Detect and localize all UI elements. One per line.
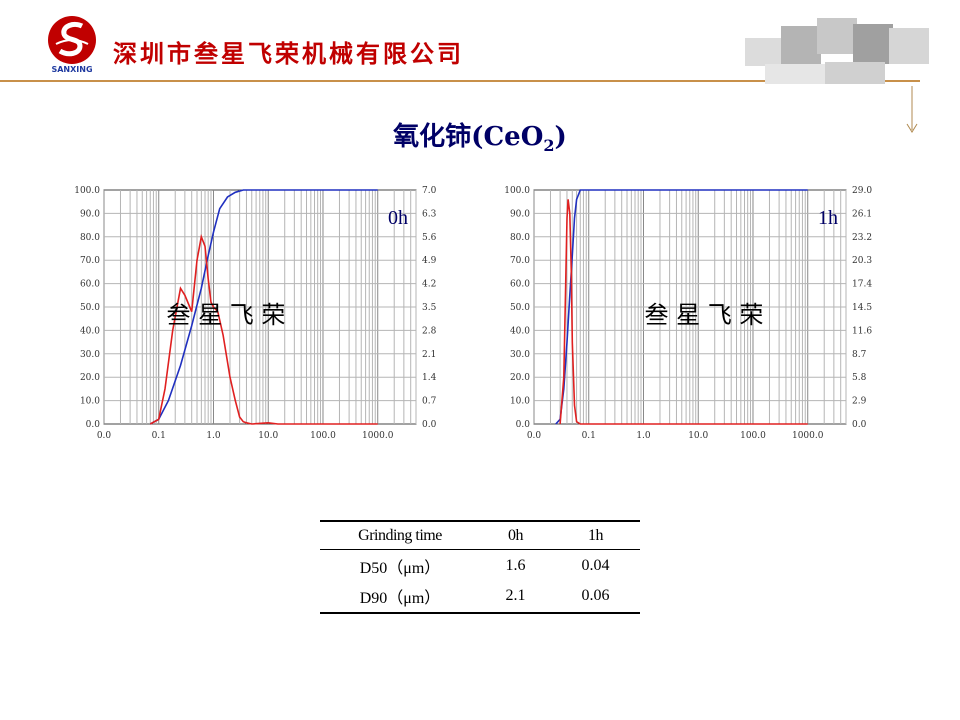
slide-title: 氧化铈(CeO2)	[393, 122, 567, 156]
y-tick-label-right: 8.7	[852, 350, 867, 360]
y-tick-label-right: 6.3	[422, 209, 437, 219]
y-tick-label-left: 70.0	[510, 256, 530, 266]
x-tick-label: 1000.0	[362, 431, 394, 441]
y-tick-label-right: 14.5	[852, 303, 872, 313]
grinding-time-label: 0h	[388, 207, 408, 229]
y-tick-label-left: 70.0	[80, 256, 100, 266]
y-tick-label-left: 100.0	[74, 186, 100, 196]
y-tick-label-left: 0.0	[516, 420, 531, 430]
x-tick-label: 10.0	[688, 431, 708, 441]
table-row: D50（μm） 1.6 0.04	[320, 550, 640, 581]
y-tick-label-left: 90.0	[80, 209, 100, 219]
y-tick-label-right: 2.8	[422, 326, 437, 336]
down-arrow-icon	[906, 86, 918, 133]
x-tick-label: 1.0	[636, 431, 651, 441]
y-tick-label-right: 20.3	[852, 256, 872, 266]
y-tick-label-left: 60.0	[510, 280, 530, 290]
distribution-curve	[559, 199, 808, 425]
x-tick-label: 0.1	[152, 431, 166, 441]
chart-0h: 100.0 90.0 80.0 70.0 60.0 50.0 40.0 30.0 20.0 10.…	[74, 186, 437, 441]
watermark-label: 叁 星 飞 荣	[167, 301, 286, 329]
y-tick-label-right: 5.6	[422, 233, 437, 243]
y-tick-label-left: 80.0	[80, 233, 100, 243]
table-cell: D90（μm）	[320, 580, 480, 614]
company-name: 深圳市叁星飞荣机械有限公司	[113, 39, 464, 68]
distribution-curve	[149, 233, 378, 425]
y-tick-label-right: 4.2	[422, 280, 436, 290]
y-tick-label-left: 20.0	[80, 373, 100, 383]
y-tick-label-left: 60.0	[80, 280, 100, 290]
y-tick-label-left: 0.0	[86, 420, 101, 430]
x-tick-label: 0.1	[582, 431, 596, 441]
y-tick-label-right: 5.8	[852, 373, 867, 383]
blurred-region	[745, 18, 935, 88]
watermark-label: 叁 星 飞 荣	[645, 301, 764, 329]
x-tick-label: 0.0	[527, 431, 542, 441]
x-tick-label: 100.0	[310, 431, 336, 441]
cumulative-curve	[149, 189, 378, 425]
page-header: SANXING 深圳市叁星飞荣机械有限公司	[0, 0, 960, 133]
y-tick-label-right: 2.9	[852, 397, 867, 407]
table-cell: 2.1	[480, 580, 552, 614]
table-cell: 0.06	[551, 580, 640, 614]
y-tick-label-right: 0.0	[422, 420, 437, 430]
y-tick-label-left: 10.0	[80, 397, 100, 407]
y-tick-label-right: 2.1	[422, 350, 436, 360]
y-tick-label-right: 17.4	[852, 280, 872, 290]
y-tick-label-left: 30.0	[510, 350, 530, 360]
column-header: 0h	[480, 520, 552, 550]
y-tick-label-right: 3.5	[422, 303, 437, 313]
x-tick-label: 0.0	[97, 431, 112, 441]
x-tick-label: 100.0	[740, 431, 766, 441]
y-tick-label-right: 7.0	[422, 186, 437, 196]
y-tick-label-left: 100.0	[504, 186, 530, 196]
y-tick-label-left: 50.0	[510, 303, 530, 313]
x-tick-label: 1000.0	[792, 431, 824, 441]
x-tick-label: 10.0	[258, 431, 278, 441]
y-tick-label-right: 1.4	[422, 373, 437, 383]
column-header: Grinding time	[320, 520, 480, 550]
table-row: D90（μm） 2.1 0.06	[320, 580, 640, 614]
svg-text:SANXING: SANXING	[51, 65, 92, 74]
y-tick-label-right: 29.0	[852, 186, 872, 196]
table-cell: D50（μm）	[359, 560, 441, 577]
company-logo: SANXING	[48, 16, 96, 74]
chart-1h: 100.0 90.0 80.0 70.0 60.0 50.0 40.0 30.0 20.0 10.…	[504, 186, 872, 441]
y-tick-label-left: 80.0	[510, 233, 530, 243]
y-tick-label-right: 0.7	[422, 397, 437, 407]
y-tick-label-left: 30.0	[80, 350, 100, 360]
y-tick-label-right: 0.0	[852, 420, 867, 430]
y-tick-label-left: 90.0	[510, 209, 530, 219]
x-tick-label: 1.0	[206, 431, 221, 441]
y-tick-label-left: 10.0	[510, 397, 530, 407]
y-tick-label-right: 4.9	[422, 256, 437, 266]
y-tick-label-left: 50.0	[80, 303, 100, 313]
table-cell: 1.6	[505, 557, 526, 574]
y-tick-label-left: 20.0	[510, 373, 530, 383]
grinding-results-table: Grinding time 0h 1h D50（μm） 1.6 0.04 D90…	[320, 520, 640, 614]
y-tick-label-right: 23.2	[852, 233, 872, 243]
y-tick-label-right: 11.6	[852, 326, 872, 336]
y-tick-label-left: 40.0	[510, 326, 530, 336]
y-tick-label-left: 40.0	[80, 326, 100, 336]
y-tick-label-right: 26.1	[852, 209, 872, 219]
grinding-time-label: 1h	[818, 207, 838, 229]
table-cell: 0.04	[581, 557, 610, 574]
header-divider	[0, 80, 920, 82]
table-header-row: Grinding time 0h 1h	[320, 520, 640, 550]
column-header: 1h	[551, 520, 640, 550]
